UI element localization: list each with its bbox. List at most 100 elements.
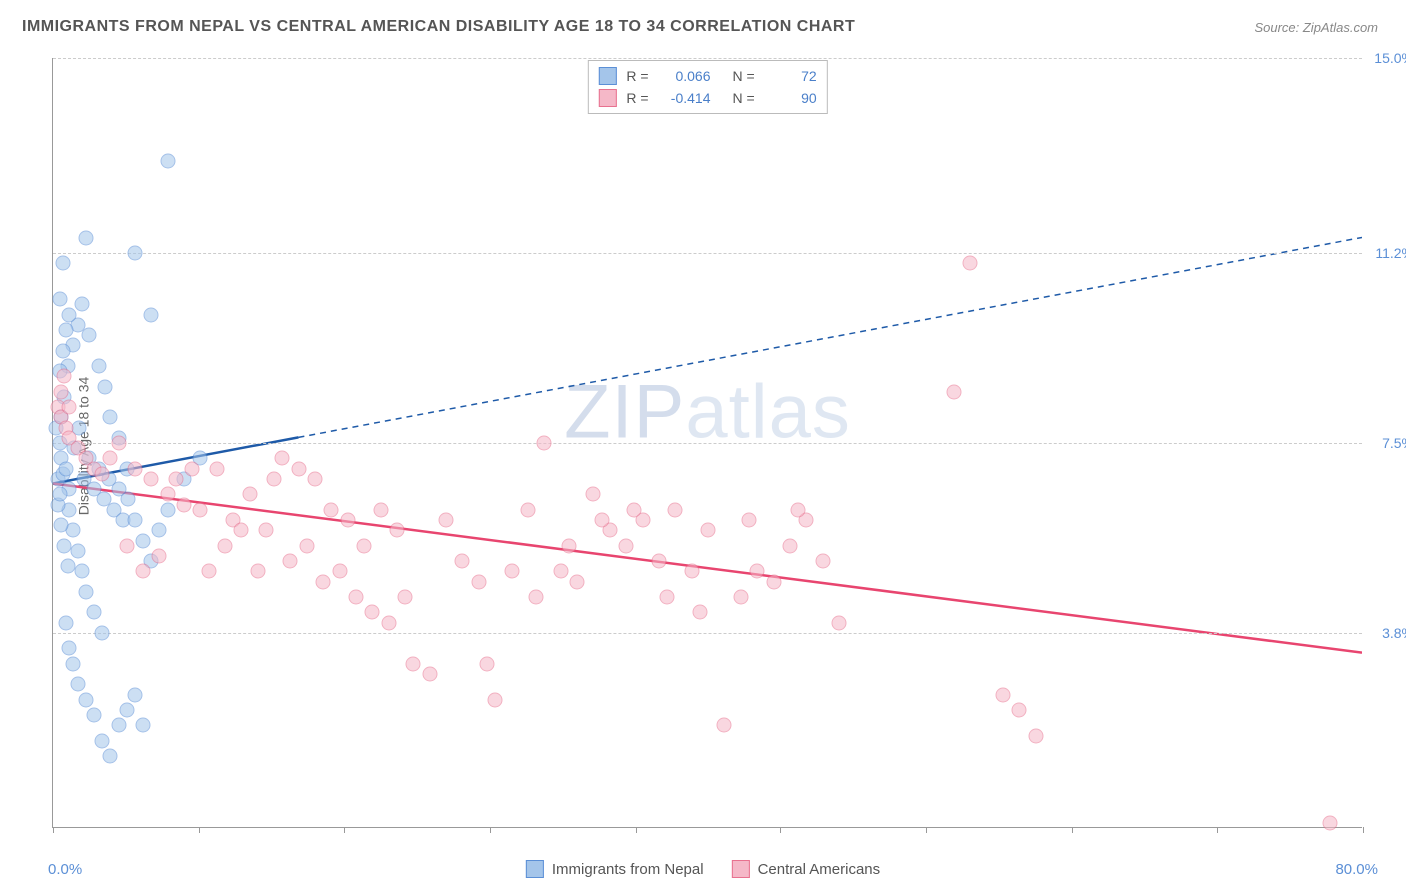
data-point <box>299 538 314 553</box>
y-tick-label: 11.2% <box>1375 245 1406 261</box>
data-point <box>136 718 151 733</box>
x-tick <box>780 827 781 833</box>
plot-area: ZIPatlas R =0.066N =72R =-0.414N =90 3.8… <box>52 58 1362 828</box>
data-point <box>62 641 77 656</box>
data-point <box>815 554 830 569</box>
data-point <box>52 292 67 307</box>
data-point <box>832 615 847 630</box>
data-point <box>348 590 363 605</box>
r-label: R = <box>626 90 648 106</box>
data-point <box>398 590 413 605</box>
data-point <box>70 543 85 558</box>
correlation-legend: R =0.066N =72R =-0.414N =90 <box>587 60 827 114</box>
data-point <box>217 538 232 553</box>
data-point <box>668 502 683 517</box>
data-point <box>95 625 110 640</box>
data-point <box>160 502 175 517</box>
data-point <box>332 564 347 579</box>
n-label: N = <box>733 90 755 106</box>
data-point <box>627 502 642 517</box>
data-point <box>103 749 118 764</box>
data-point <box>471 574 486 589</box>
x-tick <box>1363 827 1364 833</box>
data-point <box>70 677 85 692</box>
data-point <box>60 559 75 574</box>
data-point <box>537 436 552 451</box>
data-point <box>479 656 494 671</box>
data-point <box>594 513 609 528</box>
data-point <box>389 523 404 538</box>
gridline <box>53 443 1362 444</box>
data-point <box>193 502 208 517</box>
x-tick <box>1217 827 1218 833</box>
correlation-legend-row: R =0.066N =72 <box>598 65 816 87</box>
data-point <box>660 590 675 605</box>
y-tick-label: 7.5% <box>1382 435 1406 451</box>
data-point <box>1323 815 1338 830</box>
data-point <box>488 692 503 707</box>
n-label: N = <box>733 68 755 84</box>
data-point <box>791 502 806 517</box>
data-point <box>766 574 781 589</box>
data-point <box>86 708 101 723</box>
data-point <box>55 343 70 358</box>
data-point <box>692 605 707 620</box>
r-value: -0.414 <box>659 90 711 106</box>
data-point <box>234 523 249 538</box>
data-point <box>651 554 666 569</box>
series-legend-item: Immigrants from Nepal <box>526 860 704 878</box>
data-point <box>160 153 175 168</box>
gridline <box>53 253 1362 254</box>
data-point <box>684 564 699 579</box>
x-tick <box>636 827 637 833</box>
data-point <box>86 605 101 620</box>
data-point <box>520 502 535 517</box>
data-point <box>553 564 568 579</box>
data-point <box>529 590 544 605</box>
data-point <box>65 656 80 671</box>
data-point <box>52 487 67 502</box>
data-point <box>144 471 159 486</box>
data-point <box>250 564 265 579</box>
data-point <box>121 492 136 507</box>
chart-title: IMMIGRANTS FROM NEPAL VS CENTRAL AMERICA… <box>22 18 855 36</box>
data-point <box>160 487 175 502</box>
data-point <box>78 230 93 245</box>
legend-swatch <box>598 67 616 85</box>
data-point <box>275 451 290 466</box>
data-point <box>57 538 72 553</box>
x-tick <box>344 827 345 833</box>
gridline <box>53 633 1362 634</box>
data-point <box>111 718 126 733</box>
data-point <box>144 307 159 322</box>
data-point <box>946 384 961 399</box>
data-point <box>168 471 183 486</box>
n-value: 72 <box>765 68 817 84</box>
data-point <box>267 471 282 486</box>
data-point <box>995 687 1010 702</box>
data-point <box>291 461 306 476</box>
data-point <box>201 564 216 579</box>
data-point <box>95 733 110 748</box>
x-tick <box>199 827 200 833</box>
series-legend: Immigrants from Nepal Central Americans <box>526 860 880 878</box>
x-tick <box>926 827 927 833</box>
r-value: 0.066 <box>659 68 711 84</box>
data-point <box>185 461 200 476</box>
data-point <box>152 548 167 563</box>
legend-swatch <box>732 860 750 878</box>
legend-swatch <box>526 860 544 878</box>
data-point <box>455 554 470 569</box>
x-tick <box>53 827 54 833</box>
data-point <box>365 605 380 620</box>
data-point <box>59 615 74 630</box>
x-axis-min-label: 0.0% <box>48 861 82 878</box>
n-value: 90 <box>765 90 817 106</box>
data-point <box>283 554 298 569</box>
series-legend-label: Central Americans <box>758 861 881 878</box>
data-point <box>406 656 421 671</box>
data-point <box>561 538 576 553</box>
data-point <box>54 384 69 399</box>
data-point <box>308 471 323 486</box>
data-point <box>782 538 797 553</box>
